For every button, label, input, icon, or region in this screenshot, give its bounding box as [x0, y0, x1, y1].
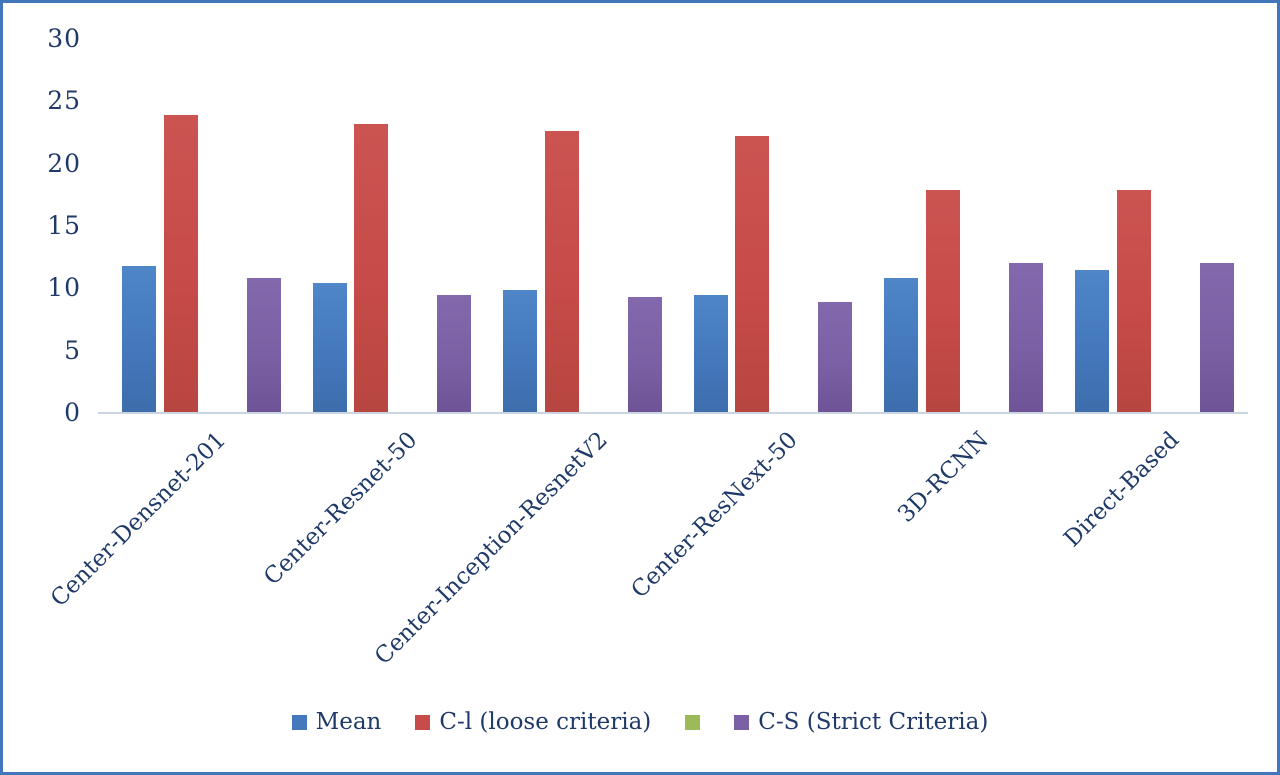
- x-axis-category-label: Center-ResNext-50: [626, 427, 804, 604]
- y-axis-tick-label: 0: [64, 398, 81, 427]
- bar-c-s-4: [818, 302, 853, 413]
- bar-c-l-3: [544, 131, 579, 413]
- legend-label-c-s: C-S (Strict Criteria): [758, 709, 989, 735]
- x-axis-category-label: Direct-Based: [1059, 427, 1185, 553]
- bar-c-l-5: [925, 189, 960, 413]
- y-axis-tick-label: 25: [47, 86, 81, 116]
- x-axis-category-label: Center-Densnet-201: [46, 427, 232, 613]
- bar-c-l-6: [1116, 189, 1151, 413]
- y-axis-tick-label: 5: [64, 335, 81, 365]
- plot-area: [98, 39, 1248, 413]
- bar-c-l-4: [735, 136, 770, 413]
- bar-mean-1: [122, 265, 156, 413]
- bar-mean-6: [1075, 269, 1109, 413]
- y-axis-tick-label: 30: [47, 24, 81, 53]
- bar-c-s-6: [1199, 263, 1234, 413]
- legend-swatch-c-l: [415, 714, 431, 730]
- legend: Mean C-l (loose criteria) C-S (Strict Crit…: [3, 709, 1277, 735]
- bar-mean-3: [503, 289, 538, 413]
- y-axis-tick-label: 10: [47, 273, 81, 303]
- x-axis-category-label: Center-Inception-ResnetV2: [369, 427, 613, 670]
- bar-c-s-3: [627, 297, 662, 413]
- x-axis-category-label: 3D-RCNN: [893, 427, 994, 528]
- bar-c-l-1: [163, 115, 198, 413]
- x-axis-category-label: Center-Resnet-50: [258, 427, 422, 591]
- legend-swatch-green: [685, 714, 701, 730]
- legend-label-c-l: C-l (loose criteria): [439, 709, 652, 735]
- legend-item-c-l: C-l (loose criteria): [415, 709, 651, 735]
- bar-c-s-2: [437, 294, 472, 413]
- legend-label-mean: Mean: [315, 709, 382, 735]
- bar-c-s-1: [246, 278, 281, 413]
- bar-mean-5: [884, 278, 919, 413]
- bar-c-s-5: [1008, 263, 1043, 413]
- bar-mean-2: [312, 283, 347, 413]
- legend-swatch-c-s: [734, 714, 750, 730]
- legend-item-c-s: C-S (Strict Criteria): [734, 709, 988, 735]
- bar-c-l-2: [354, 123, 389, 413]
- legend-swatch-mean: [291, 714, 307, 730]
- y-axis-tick-label: 15: [47, 211, 81, 240]
- y-axis-tick-label: 20: [47, 148, 81, 178]
- x-axis-line: [98, 412, 1248, 414]
- legend-item-mean: Mean: [291, 709, 382, 735]
- bar-mean-4: [693, 294, 728, 413]
- legend-item-green: [685, 714, 701, 730]
